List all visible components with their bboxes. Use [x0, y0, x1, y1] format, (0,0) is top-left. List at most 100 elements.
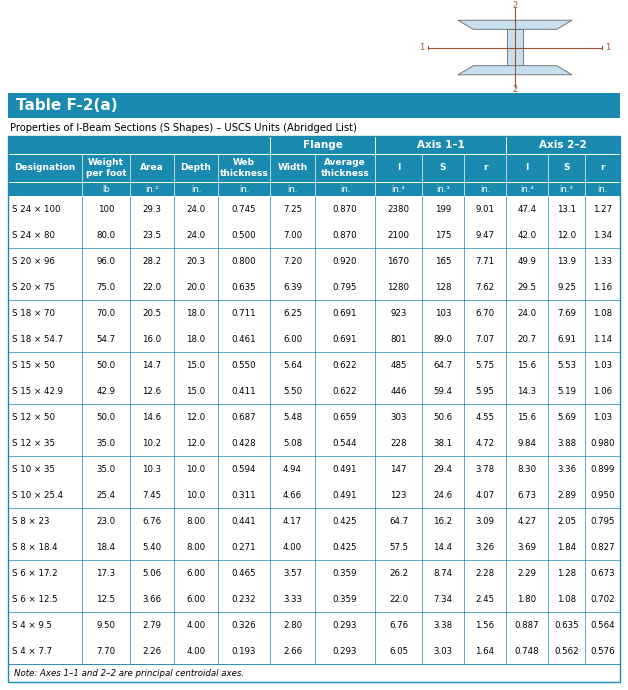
- Text: 6.91: 6.91: [557, 335, 576, 344]
- Text: I: I: [525, 164, 529, 172]
- Text: 1.16: 1.16: [593, 282, 612, 291]
- Text: in.: in.: [340, 184, 350, 193]
- Text: 1.33: 1.33: [593, 257, 612, 266]
- Text: 3.78: 3.78: [475, 464, 495, 473]
- Text: 9.84: 9.84: [517, 439, 536, 448]
- Text: 1: 1: [605, 43, 610, 52]
- Text: 3.36: 3.36: [557, 464, 576, 473]
- Text: 7.25: 7.25: [283, 204, 302, 213]
- Text: lb: lb: [102, 184, 110, 193]
- Text: 199: 199: [435, 204, 451, 213]
- Text: 57.5: 57.5: [389, 542, 408, 551]
- Bar: [8, 136, 620, 682]
- Text: Depth: Depth: [181, 164, 212, 172]
- Text: 0.428: 0.428: [232, 439, 256, 448]
- Text: 7.20: 7.20: [283, 257, 302, 266]
- Text: 35.0: 35.0: [97, 439, 116, 448]
- Text: 14.7: 14.7: [143, 360, 161, 370]
- Text: 801: 801: [390, 335, 407, 344]
- Text: 5.40: 5.40: [143, 542, 161, 551]
- Text: S 20 × 96: S 20 × 96: [12, 257, 55, 266]
- Text: 103: 103: [435, 308, 452, 317]
- Text: in.: in.: [480, 184, 490, 193]
- Text: 22.0: 22.0: [143, 282, 161, 291]
- Text: 0.461: 0.461: [232, 335, 256, 344]
- Text: 12.0: 12.0: [187, 439, 205, 448]
- Text: 80.0: 80.0: [97, 230, 116, 239]
- Text: 1.28: 1.28: [557, 569, 576, 578]
- Text: in.: in.: [288, 184, 298, 193]
- Text: 4.07: 4.07: [475, 491, 495, 500]
- Text: in.: in.: [239, 184, 249, 193]
- Text: 4.00: 4.00: [283, 542, 302, 551]
- Text: in.⁴: in.⁴: [520, 184, 534, 193]
- Text: 50.0: 50.0: [97, 360, 116, 370]
- Text: 3.26: 3.26: [475, 542, 495, 551]
- Bar: [8, 456, 620, 508]
- Text: 7.34: 7.34: [433, 595, 453, 604]
- Text: 96.0: 96.0: [97, 257, 116, 266]
- Text: 3.03: 3.03: [433, 647, 453, 656]
- Text: r: r: [483, 164, 487, 172]
- Text: 0.359: 0.359: [333, 595, 357, 604]
- Text: 5.48: 5.48: [283, 413, 302, 422]
- Text: S 6 × 17.2: S 6 × 17.2: [12, 569, 58, 578]
- Text: 5.53: 5.53: [557, 360, 576, 370]
- Text: in.: in.: [597, 184, 608, 193]
- Text: 24.6: 24.6: [433, 491, 453, 500]
- Text: 1280: 1280: [387, 282, 409, 291]
- Text: Table F-2(a): Table F-2(a): [16, 98, 117, 113]
- Text: 303: 303: [390, 413, 407, 422]
- Text: 13.9: 13.9: [557, 257, 576, 266]
- Text: 10.0: 10.0: [187, 464, 205, 473]
- Text: 0.544: 0.544: [333, 439, 357, 448]
- Text: 0.711: 0.711: [232, 308, 256, 317]
- Text: in.²: in.²: [145, 184, 159, 193]
- Text: 0.635: 0.635: [232, 282, 256, 291]
- Text: 16.2: 16.2: [433, 517, 453, 526]
- Text: S 12 × 50: S 12 × 50: [12, 413, 55, 422]
- Text: 47.4: 47.4: [517, 204, 536, 213]
- Polygon shape: [458, 20, 572, 29]
- Text: 2: 2: [512, 1, 517, 10]
- Text: Average
thickness: Average thickness: [321, 158, 369, 178]
- Text: 0.899: 0.899: [590, 464, 615, 473]
- Text: 20.7: 20.7: [517, 335, 536, 344]
- Text: 5.75: 5.75: [475, 360, 495, 370]
- Text: 54.7: 54.7: [97, 335, 116, 344]
- Text: 15.0: 15.0: [187, 360, 205, 370]
- Text: 0.980: 0.980: [590, 439, 615, 448]
- Text: Width: Width: [278, 164, 308, 172]
- Text: 1.03: 1.03: [593, 360, 612, 370]
- Text: 6.00: 6.00: [187, 595, 205, 604]
- Text: 0.748: 0.748: [515, 647, 539, 656]
- Bar: [8, 612, 620, 664]
- Text: 8.74: 8.74: [433, 569, 453, 578]
- Text: 4.55: 4.55: [475, 413, 495, 422]
- Text: 5.08: 5.08: [283, 439, 302, 448]
- Text: 2.26: 2.26: [143, 647, 161, 656]
- Text: 5.06: 5.06: [143, 569, 161, 578]
- Text: 1.08: 1.08: [593, 308, 612, 317]
- Text: 29.4: 29.4: [433, 464, 453, 473]
- Text: 3.66: 3.66: [143, 595, 161, 604]
- Text: 0.659: 0.659: [333, 413, 357, 422]
- Text: 12.5: 12.5: [97, 595, 116, 604]
- Text: 6.73: 6.73: [517, 491, 536, 500]
- Text: 0.795: 0.795: [590, 517, 615, 526]
- Text: 2: 2: [512, 85, 517, 94]
- Text: 20.0: 20.0: [187, 282, 205, 291]
- Text: 9.25: 9.25: [557, 282, 576, 291]
- Text: 89.0: 89.0: [433, 335, 453, 344]
- Text: S 20 × 75: S 20 × 75: [12, 282, 55, 291]
- Text: 14.3: 14.3: [517, 386, 536, 395]
- Text: S 18 × 70: S 18 × 70: [12, 308, 55, 317]
- Text: S 6 × 12.5: S 6 × 12.5: [12, 595, 58, 604]
- Text: 13.1: 13.1: [557, 204, 576, 213]
- Text: 0.562: 0.562: [554, 647, 579, 656]
- Bar: [8, 560, 620, 612]
- Text: 1: 1: [420, 43, 425, 52]
- Text: 0.491: 0.491: [333, 491, 357, 500]
- Text: 1.84: 1.84: [557, 542, 576, 551]
- Text: S 8 × 23: S 8 × 23: [12, 517, 50, 526]
